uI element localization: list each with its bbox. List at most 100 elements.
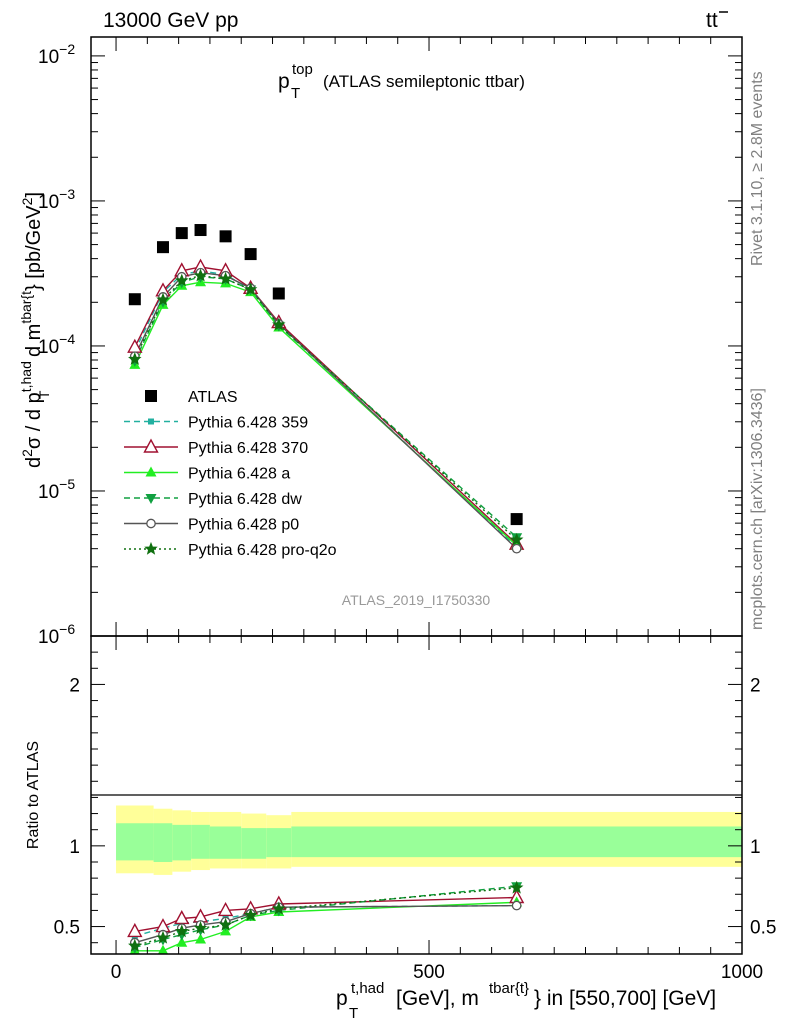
main-point-atlas	[510, 513, 523, 526]
x-axis-label-sup: t,had	[351, 980, 384, 997]
ratio-line-pa	[134, 901, 517, 952]
ratio-point-pproq2o	[243, 908, 258, 921]
legend-marker-pp0	[146, 518, 156, 529]
main-y-tick-label-exp: −4	[59, 331, 75, 347]
ratio-band-inner	[209, 826, 242, 859]
main-point-atlas	[175, 227, 188, 240]
header-process-tbar: t	[712, 9, 718, 32]
main-point-atlas	[194, 224, 207, 237]
main-point-pproq2o	[272, 317, 286, 331]
ratio-series-group	[127, 880, 525, 954]
main-y-tick-label: 10−3	[38, 186, 75, 213]
ratio-point-pa	[195, 933, 207, 944]
ratio-point-p370	[155, 918, 171, 933]
legend-label-pa: Pythia 6.428 a	[188, 466, 290, 483]
main-y-tick-label-exp: −6	[59, 621, 75, 637]
ratio-plot-panel: 0.5 0.5 1 1 2 2 0 500 1000 Ratio to ATLAS p t,h…	[25, 635, 776, 1022]
main-point-pproq2o	[243, 282, 258, 296]
main-y-tick-label: 10−5	[38, 476, 75, 503]
main-y-tick-label: 10−4	[38, 331, 75, 358]
legend-label-p370: Pythia 6.428 370	[188, 440, 308, 457]
x-axis-label-mid: [GeV], m	[396, 987, 479, 1010]
main-point-pp0	[511, 543, 522, 554]
main-y-tick-label-base: 10	[38, 627, 59, 648]
main-y-tick-label-base: 10	[38, 47, 59, 68]
main-point-atlas	[128, 293, 141, 306]
ratio-y-tick-label-right: 1	[750, 837, 761, 858]
main-point-pproq2o	[175, 273, 189, 287]
main-plot-panel: 10−210−310−410−510−6 p top T (ATLAS semi…	[18, 36, 743, 648]
ratio-point-p370	[217, 901, 234, 917]
legend-marker-pproq2o	[144, 541, 158, 555]
legend-marker-pa	[145, 466, 157, 477]
main-line-pdw	[134, 276, 518, 538]
main-point-atlas	[244, 248, 257, 261]
ratio-uncertainty-bands	[116, 805, 742, 875]
main-plot-marks	[127, 224, 525, 554]
ratio-point-p370	[127, 922, 143, 938]
ratio-x-tick-label: 0	[111, 962, 122, 983]
main-line-p370	[134, 266, 518, 545]
plot-title-sup: top	[292, 61, 313, 78]
ratio-plot-marks	[127, 880, 525, 954]
ratio-point-pproq2o	[509, 880, 524, 894]
x-axis-label-sup2: tbar{t}	[489, 980, 529, 997]
main-point-pproq2o	[509, 532, 524, 546]
plot-title-rest: (ATLAS semileptonic ttbar)	[323, 72, 525, 91]
main-point-atlas	[272, 287, 285, 300]
legend-label-pp0: Pythia 6.428 p0	[188, 517, 299, 534]
ratio-x-tick-label: 500	[413, 962, 445, 983]
x-axis-label-sub: T	[349, 1005, 358, 1022]
ratio-band-inner	[153, 823, 173, 862]
main-y-tick-label-exp: −3	[59, 186, 75, 202]
ratio-band-inner	[116, 823, 154, 861]
x-axis-label-end: } in [550,700] [GeV]	[534, 987, 716, 1010]
mcplots-label: mcplots.cern.ch [arXiv:1306.3436]	[749, 388, 766, 630]
ratio-point-pa	[176, 936, 188, 947]
analysis-watermark: ATLAS_2019_I1750330	[342, 592, 491, 608]
ratio-point-pproq2o	[128, 938, 142, 952]
main-y-tick-label-base: 10	[38, 192, 59, 213]
legend: ATLAS Pythia 6.428 359 Pythia 6.428 370 Pyt…	[124, 389, 337, 559]
header-process-label: tt	[706, 9, 718, 32]
main-y-tick-label: 10−6	[38, 621, 75, 648]
main-point-atlas	[219, 230, 232, 243]
legend-marker-p370	[143, 438, 159, 453]
main-point-pproq2o	[218, 271, 233, 285]
ratio-band-inner	[172, 824, 192, 861]
ratio-x-axis-ticks: 0 500 1000	[111, 636, 763, 983]
main-x-axis-ticks	[115, 37, 743, 636]
legend-marker-atlas	[145, 390, 157, 402]
ratio-band-inner	[191, 824, 210, 859]
ratio-y-axis-ticks: 0.5 0.5 1 1 2 2	[54, 651, 776, 944]
legend-label-atlas: ATLAS	[188, 389, 238, 406]
ratio-line-pproq2o	[134, 887, 517, 947]
main-y-tick-label: 10−2	[38, 41, 75, 68]
header-process-t: t	[706, 9, 712, 32]
ratio-point-pp0	[511, 900, 522, 911]
main-point-pproq2o	[156, 292, 170, 306]
legend-label-pproq2o: Pythia 6.428 pro-q2o	[188, 542, 337, 559]
plot-title-sub: T	[291, 85, 300, 102]
header-energy-label: 13000 GeV pp	[103, 9, 238, 32]
main-point-atlas	[156, 241, 169, 254]
main-y-axis-label: d2σ / d pt,hadT d mtbar{t} [pb/GeV2]	[18, 192, 52, 468]
ratio-line-pp0	[134, 904, 517, 944]
legend-marker-p359	[148, 418, 154, 425]
ratio-band-inner	[241, 828, 267, 859]
x-axis-label-main: p	[336, 987, 348, 1010]
ratio-y-tick-label-left: 0.5	[54, 918, 80, 939]
legend-label-pdw: Pythia 6.428 dw	[188, 491, 302, 508]
legend-marker-pdw	[145, 494, 157, 504]
ratio-point-pproq2o	[272, 901, 286, 915]
main-point-pproq2o	[193, 268, 208, 282]
ratio-point-pproq2o	[218, 917, 233, 931]
legend-label-p359: Pythia 6.428 359	[188, 415, 308, 432]
x-axis-label: p	[336, 987, 348, 1010]
ratio-plot-frame	[90, 635, 743, 955]
ratio-y-axis-label: Ratio to ATLAS	[25, 741, 42, 849]
main-y-tick-label-exp: −2	[59, 41, 75, 57]
rivet-version-label: Rivet 3.1.10, ≥ 2.8M events	[749, 71, 766, 266]
ratio-line-pdw	[134, 885, 517, 949]
